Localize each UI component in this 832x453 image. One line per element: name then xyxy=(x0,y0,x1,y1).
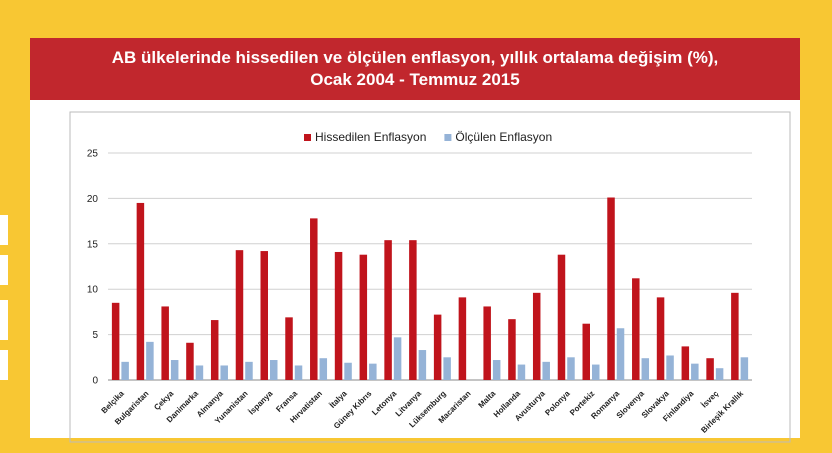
bar xyxy=(270,360,278,380)
y-tick-label: 5 xyxy=(92,330,98,341)
x-tick-label: İspanya xyxy=(247,389,275,417)
bar xyxy=(740,357,749,380)
legend-swatch xyxy=(304,134,311,141)
bar xyxy=(161,306,169,380)
bar xyxy=(632,278,640,380)
bar xyxy=(418,350,427,380)
bar xyxy=(567,357,575,380)
bar xyxy=(294,365,303,380)
bar xyxy=(458,297,467,380)
bar xyxy=(310,218,318,380)
bar xyxy=(359,254,368,380)
legend-label: Hissedilen Enflasyon xyxy=(315,130,426,144)
bar xyxy=(592,364,600,380)
bar xyxy=(542,361,550,380)
x-tick-label: Çekya xyxy=(152,389,175,412)
x-tick-label: Polonya xyxy=(543,389,572,418)
bar xyxy=(681,346,690,380)
bar xyxy=(136,202,145,380)
y-tick-label: 15 xyxy=(87,239,99,250)
x-tick-label: İtalya xyxy=(328,389,349,410)
bar xyxy=(607,197,615,380)
bar xyxy=(656,297,665,380)
bar xyxy=(121,361,129,380)
bar xyxy=(557,254,566,380)
bar xyxy=(409,240,417,380)
bar xyxy=(319,358,328,380)
chart-frame xyxy=(69,111,791,443)
chart-title: Ocak 2004 - Temmuz 2015 xyxy=(310,70,520,89)
bar xyxy=(517,364,526,380)
bar xyxy=(334,251,343,380)
bar xyxy=(235,250,244,380)
legend-swatch xyxy=(444,134,452,141)
bar xyxy=(111,302,120,380)
decoration xyxy=(0,300,8,340)
bar xyxy=(285,317,293,380)
title-banner: AB ülkelerinde hissedilen ve ölçülen enf… xyxy=(30,38,800,100)
bar xyxy=(508,319,516,380)
bar xyxy=(170,360,179,380)
y-tick-label: 0 xyxy=(92,376,98,387)
y-tick-label: 25 xyxy=(87,149,99,160)
bar xyxy=(384,240,392,380)
bar xyxy=(483,306,491,380)
bar xyxy=(210,320,219,380)
bar xyxy=(146,341,154,380)
x-tick-label: İsveç xyxy=(700,389,721,410)
bar xyxy=(616,328,625,380)
bar xyxy=(492,360,501,380)
bar xyxy=(245,361,253,380)
bar xyxy=(433,314,442,380)
legend-label: Ölçülen Enflasyon xyxy=(455,130,552,144)
bar xyxy=(344,362,352,380)
bar xyxy=(582,323,590,380)
bar xyxy=(731,292,739,380)
y-tick-label: 10 xyxy=(87,285,99,296)
decoration xyxy=(0,215,8,245)
bar xyxy=(706,358,714,380)
decoration xyxy=(0,255,8,285)
y-tick-label: 20 xyxy=(87,194,99,205)
decoration xyxy=(0,350,8,380)
bar xyxy=(260,251,268,380)
bar xyxy=(393,337,402,380)
bar xyxy=(186,342,194,380)
bar xyxy=(715,368,724,380)
bar xyxy=(195,365,204,380)
bar xyxy=(691,363,699,380)
x-tick-label: Malta xyxy=(477,389,498,410)
bar xyxy=(641,358,650,380)
bar xyxy=(666,355,674,380)
bar xyxy=(220,365,228,380)
bar xyxy=(443,357,451,380)
bar xyxy=(532,292,541,380)
chart-title: AB ülkelerinde hissedilen ve ölçülen enf… xyxy=(111,48,719,67)
bar xyxy=(369,363,377,380)
